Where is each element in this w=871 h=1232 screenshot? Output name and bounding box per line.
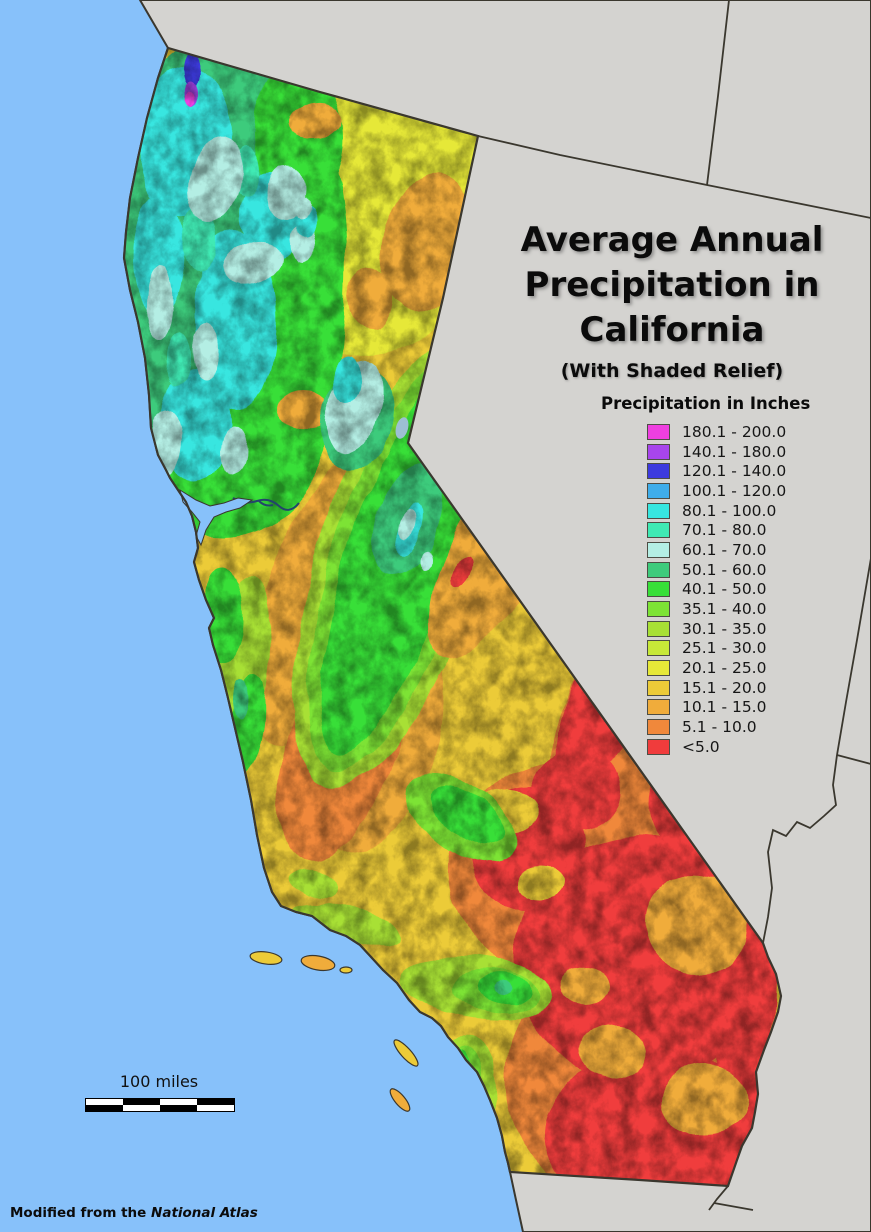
lake-tahoe	[395, 417, 409, 439]
legend-item: 60.1 - 70.0	[601, 540, 851, 560]
legend-item: 140.1 - 180.0	[601, 442, 851, 462]
channel-islands	[249, 951, 419, 1112]
colorado-river-nevada-arizona-line	[762, 754, 838, 944]
legend-swatch	[647, 601, 670, 618]
scale-bar-segment	[197, 1099, 234, 1105]
legend-item-label: 120.1 - 140.0	[682, 462, 787, 481]
oregon-idaho-border-line	[706, 0, 730, 186]
legend-swatch	[647, 640, 670, 657]
legend-swatch	[647, 541, 670, 558]
legend-swatch	[647, 738, 670, 755]
legend-item-label: 40.1 - 50.0	[682, 580, 767, 599]
legend-item-label: 60.1 - 70.0	[682, 540, 767, 559]
legend-swatch	[647, 620, 670, 637]
legend-item: 30.1 - 35.0	[601, 619, 851, 639]
legend-item-label: 100.1 - 120.0	[682, 481, 787, 500]
legend-item: 80.1 - 100.0	[601, 501, 851, 521]
legend: Precipitation in Inches 180.1 - 200.0 14…	[601, 394, 851, 757]
attribution: Modified from the National Atlas	[10, 1205, 258, 1221]
oregon-nevada-border-line	[477, 135, 871, 219]
legend-swatch	[647, 443, 670, 460]
legend-swatch	[647, 699, 670, 716]
legend-title: Precipitation in Inches	[601, 394, 811, 413]
legend-item-label: 25.1 - 30.0	[682, 639, 767, 658]
legend-item-label: <5.0	[682, 737, 720, 756]
legend-swatch	[647, 502, 670, 519]
island-santa-catalina	[389, 1088, 411, 1112]
island-san-clemente	[393, 1039, 419, 1067]
legend-item-label: 140.1 - 180.0	[682, 442, 787, 461]
scale-bar-block: 100 miles	[85, 1072, 235, 1112]
scale-bar-segment	[160, 1099, 197, 1105]
legend-item: 70.1 - 80.0	[601, 520, 851, 540]
legend-item-label: 70.1 - 80.0	[682, 521, 767, 540]
legend-item-label: 5.1 - 10.0	[682, 718, 757, 737]
arizona-utah-border-line	[836, 754, 871, 765]
scale-bar-segment	[123, 1099, 160, 1105]
legend-swatch	[647, 522, 670, 539]
legend-item: 25.1 - 30.0	[601, 639, 851, 659]
map-title-line: Average Annual	[520, 220, 824, 260]
attribution-prefix: Modified from the	[10, 1205, 152, 1221]
scale-bar	[85, 1098, 235, 1112]
attribution-source: National Atlas	[151, 1205, 258, 1221]
legend-item: 10.1 - 15.0	[601, 698, 851, 718]
legend-item: 180.1 - 200.0	[601, 422, 851, 442]
legend-item: 50.1 - 60.0	[601, 560, 851, 580]
island-santa-cruz	[300, 954, 336, 972]
legend-swatch	[647, 463, 670, 480]
legend-item-label: 15.1 - 20.0	[682, 678, 767, 697]
legend-swatch	[647, 482, 670, 499]
legend-item-label: 30.1 - 35.0	[682, 619, 767, 638]
scale-bar-segment	[160, 1105, 197, 1111]
legend-item-label: 80.1 - 100.0	[682, 501, 777, 520]
legend-item-label: 35.1 - 40.0	[682, 600, 767, 619]
map-subtitle: (With Shaded Relief)	[560, 360, 784, 382]
legend-item: 5.1 - 10.0	[601, 717, 851, 737]
legend-swatch	[647, 719, 670, 736]
scale-bar-segment	[123, 1105, 160, 1111]
map-title-line: California	[579, 310, 765, 350]
legend-item-label: 20.1 - 25.0	[682, 659, 767, 678]
san-francisco-bay	[179, 488, 254, 547]
legend-item: 100.1 - 120.0	[601, 481, 851, 501]
nevada-arizona-border-line	[836, 557, 871, 756]
legend-item: 40.1 - 50.0	[601, 580, 851, 600]
legend-swatch	[647, 561, 670, 578]
legend-item-label: 10.1 - 15.0	[682, 698, 767, 717]
scale-bar-segment	[86, 1105, 123, 1111]
legend-item-label: 180.1 - 200.0	[682, 422, 787, 441]
legend-item: 20.1 - 25.0	[601, 658, 851, 678]
legend-item: 35.1 - 40.0	[601, 599, 851, 619]
legend-swatch	[647, 423, 670, 440]
mexico-border-river-line	[708, 1185, 754, 1211]
legend-item: 120.1 - 140.0	[601, 461, 851, 481]
legend-item: <5.0	[601, 737, 851, 757]
island-santa-rosa	[249, 951, 283, 965]
state-boundary-lines	[477, 0, 871, 1211]
legend-swatch	[647, 660, 670, 677]
scale-bar-segment	[86, 1099, 123, 1105]
legend-swatch	[647, 581, 670, 598]
legend-swatch	[647, 679, 670, 696]
scale-bar-label: 100 miles	[119, 1072, 199, 1091]
map-title: Average Annual Precipitation in Californ…	[482, 218, 862, 382]
scale-bar-segment	[197, 1105, 234, 1111]
legend-item-label: 50.1 - 60.0	[682, 560, 767, 579]
california-outline	[122, 46, 783, 1188]
legend-item: 15.1 - 20.0	[601, 678, 851, 698]
legend-list: 180.1 - 200.0 140.1 - 180.0 120.1 - 140.…	[601, 422, 851, 757]
map-title-line: Precipitation in	[524, 265, 820, 305]
island-anacapa	[339, 966, 353, 974]
